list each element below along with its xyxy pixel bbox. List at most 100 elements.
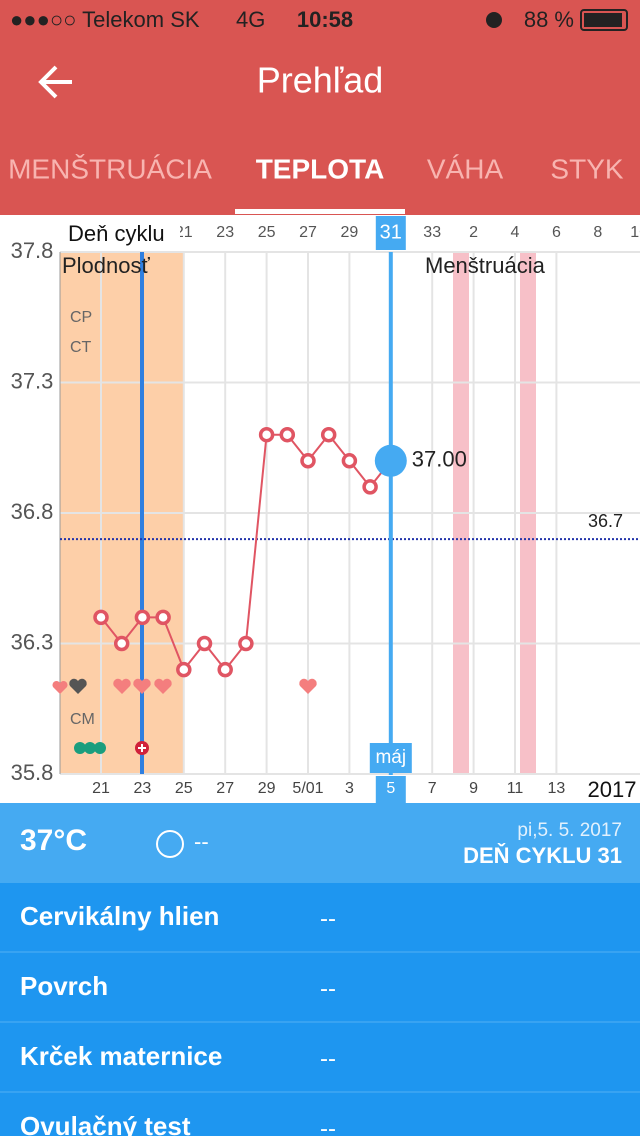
heart-icon	[299, 678, 317, 694]
alarm-icon	[486, 12, 502, 28]
app-bar	[0, 0, 640, 215]
y-tick-label: 37.3	[11, 368, 54, 393]
heart-icon	[69, 678, 87, 694]
top-tick-label: 8	[593, 224, 602, 241]
title: Prehľad	[257, 60, 384, 101]
row-value: --	[320, 1045, 336, 1072]
opk-icon	[94, 742, 106, 754]
battery-icon	[580, 9, 628, 31]
top-axis-title: Deň cyklu	[68, 221, 165, 246]
top-tick-label: 6	[552, 224, 561, 241]
temperature-point	[155, 609, 171, 626]
carrier: ●●●○○ Telekom SK	[10, 7, 200, 32]
row-label: CT	[70, 339, 92, 356]
temperature-point	[217, 661, 233, 678]
heart-icon	[154, 678, 172, 694]
top-tick-label: 25	[258, 224, 276, 241]
row-label: CP	[70, 309, 92, 326]
tab[interactable]: VÁHA	[427, 153, 504, 184]
x-tick-label: 9	[469, 780, 478, 797]
back-button[interactable]	[38, 65, 72, 99]
selected-date-box	[375, 776, 406, 803]
selected-point	[374, 444, 407, 477]
temperature-point	[279, 426, 296, 443]
list	[0, 883, 640, 1136]
tabs: MENŠTRUÁCIA TEPLOTA VÁHA STYK	[8, 153, 624, 184]
row-value: --	[320, 1115, 336, 1136]
network: 4G	[236, 7, 265, 32]
tab[interactable]: STYK	[550, 153, 623, 184]
x-tick-label: 25	[175, 780, 193, 797]
year-label: 2017	[588, 777, 637, 802]
selected-day-box	[375, 216, 406, 250]
top-tick-label: 31	[380, 221, 402, 243]
rows: Cervikálny hlien -- Povrch -- Krček maternic…	[0, 901, 640, 1136]
temperature-point	[93, 609, 109, 626]
temperature-point	[134, 609, 151, 626]
top-axis-title-bg	[64, 220, 180, 248]
top-tick-label: 4	[511, 224, 520, 241]
x-tick-label: 3	[345, 780, 354, 797]
note: --	[194, 829, 209, 854]
temperature-point	[341, 453, 358, 469]
time: 10:58	[297, 7, 353, 32]
region-label: Menštruácia	[425, 253, 546, 278]
heart-button[interactable]	[156, 830, 184, 858]
top-tick-label: 10	[630, 224, 640, 241]
top-tick-label: 29	[341, 224, 359, 241]
opk-icon	[84, 742, 96, 754]
y-tick-label: 37.8	[11, 238, 54, 263]
row-value: --	[320, 975, 336, 1002]
marks: 36.7 máj 37.00	[60, 252, 640, 775]
year-bg	[584, 776, 640, 803]
temperature-point	[300, 453, 316, 469]
top-tick-label: 23	[216, 224, 234, 241]
symbols	[52, 678, 317, 755]
row-label[interactable]: Ovulačný test	[20, 1111, 191, 1136]
month-label: máj	[375, 747, 406, 768]
test-icon	[138, 744, 146, 752]
temperature-point	[238, 635, 254, 652]
x-tick-label: 21	[92, 780, 110, 797]
temperature: 37°C	[20, 824, 87, 857]
temperature-point	[196, 635, 213, 652]
row-label[interactable]: Povrch	[20, 971, 108, 1001]
y-tick-label: 36.3	[11, 629, 54, 654]
heart-icon	[133, 678, 151, 694]
tab[interactable]: TEPLOTA	[256, 153, 385, 184]
battery-text: 88 %	[524, 7, 574, 32]
row-label[interactable]: Krček maternice	[20, 1041, 222, 1071]
info-panel	[0, 803, 640, 883]
reference-label: 36.7	[588, 511, 623, 531]
x-tick-label: 27	[216, 780, 234, 797]
grid	[60, 251, 640, 775]
date: pi,5. 5. 2017	[517, 820, 622, 841]
top-tick-label: 33	[423, 224, 441, 241]
x-tick-label: 5/01	[292, 780, 323, 797]
temperature-point	[320, 426, 337, 443]
tab[interactable]: MENŠTRUÁCIA	[8, 153, 212, 184]
x-tick-label: 23	[134, 780, 152, 797]
row-label[interactable]: Cervikálny hlien	[20, 901, 219, 931]
cycle-day: DEŇ CYKLU 31	[463, 843, 622, 868]
heart-icon	[52, 680, 68, 694]
selected-value-label: 37.00	[412, 447, 467, 472]
region-label: Plodnosť	[62, 253, 151, 278]
temperature-point	[176, 661, 192, 678]
y-tick-label: 36.8	[11, 499, 54, 524]
temperature-point	[258, 426, 275, 443]
opk-icon	[74, 742, 86, 754]
row-label: CM	[70, 711, 95, 728]
battery-level	[584, 13, 622, 27]
x-tick-label: 5	[386, 780, 395, 797]
month-box	[369, 743, 412, 773]
top-tick-label: 27	[299, 224, 317, 241]
x-tick-label: 7	[428, 780, 437, 797]
x-tick-label: 11	[507, 780, 524, 797]
y-tick-label: 35.8	[11, 760, 54, 785]
top-tick-label: 2	[469, 224, 478, 241]
heart-icon	[113, 678, 131, 694]
tab-indicator	[235, 209, 405, 214]
